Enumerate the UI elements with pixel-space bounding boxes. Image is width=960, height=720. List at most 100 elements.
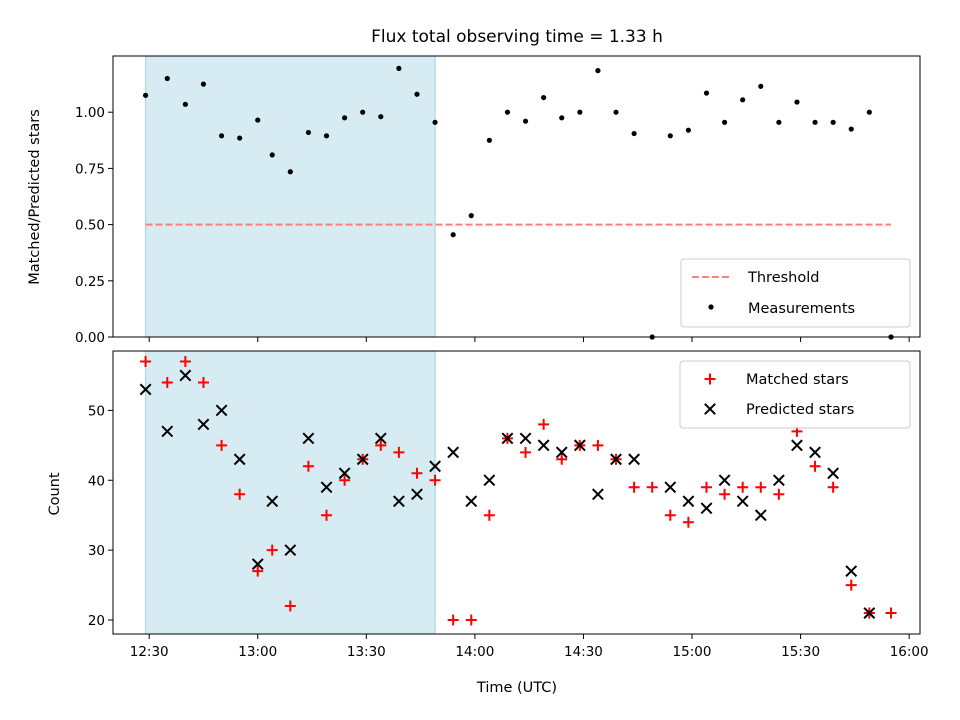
bottom-matched-point <box>755 481 767 493</box>
bottom-matched-point <box>719 488 731 500</box>
bottom-y-tick-label: 30 <box>88 543 105 559</box>
bottom-matched-point <box>592 439 604 451</box>
bottom-predicted-point <box>718 474 731 487</box>
bottom-x-tick-label: 14:00 <box>455 644 494 660</box>
bottom-matched-point <box>773 488 785 500</box>
bottom-predicted-point <box>628 453 641 466</box>
bottom-predicted-point <box>845 565 858 578</box>
bottom-predicted-point <box>700 502 713 515</box>
bottom-y-tick-label: 40 <box>88 473 105 489</box>
top-measurement-point <box>794 99 800 105</box>
legend-measurements-label: Measurements <box>748 301 855 317</box>
top-measurement-point <box>812 119 818 125</box>
bottom-predicted-point <box>772 474 785 487</box>
bottom-x-tick-label: 15:00 <box>673 644 712 660</box>
bottom-predicted-point <box>356 453 369 466</box>
top-measurement-point <box>255 117 261 123</box>
bottom-predicted-point <box>465 495 478 508</box>
bottom-predicted-point <box>736 495 749 508</box>
top-measurement-point <box>504 109 511 115</box>
top-measurement-point <box>776 119 782 125</box>
bottom-predicted-point <box>809 446 821 459</box>
top-measurement-point <box>559 115 565 121</box>
chart-title: Flux total observing time = 1.33 h <box>371 27 663 47</box>
bottom-matched-point <box>234 488 246 500</box>
top-measurement-point <box>287 169 293 175</box>
top-measurement-point <box>468 213 474 219</box>
bottom-matched-point <box>179 355 191 367</box>
bottom-predicted-point <box>519 432 532 445</box>
bottom-predicted-point <box>610 453 622 466</box>
top-measurement-point <box>703 90 710 96</box>
legend-matched-label: Matched stars <box>746 372 849 388</box>
top-y-tick-label: 1.00 <box>75 105 105 121</box>
bottom-predicted-point <box>215 404 228 417</box>
top-measurement-point <box>577 109 583 115</box>
top-measurement-point <box>237 135 243 141</box>
bottom-matched-point <box>483 509 495 521</box>
bottom-matched-point <box>411 467 423 479</box>
top-shaded-region <box>145 56 436 337</box>
top-y-tick-label: 0.75 <box>75 161 105 177</box>
bottom-y-tick-label: 50 <box>88 403 105 419</box>
top-measurement-point <box>182 101 188 107</box>
top-legend-box <box>680 258 911 328</box>
bottom-predicted-point <box>863 607 876 619</box>
top-measurement-point <box>200 81 207 87</box>
bottom-matched-point <box>465 614 477 626</box>
legend-measurements-swatch <box>708 304 714 310</box>
bottom-matched-point <box>393 446 405 458</box>
bottom-matched-point <box>737 481 749 493</box>
bottom-predicted-point <box>197 418 210 431</box>
bottom-matched-point <box>520 446 532 458</box>
bottom-matched-point <box>216 439 228 451</box>
top-measurement-point <box>667 133 673 139</box>
top-y-tick-label: 0.00 <box>75 330 105 346</box>
top-measurement-point <box>360 109 366 115</box>
top-y-tick-label: 0.50 <box>75 218 105 234</box>
top-measurement-point <box>595 68 601 74</box>
top-measurement-point <box>269 152 275 158</box>
bottom-legend-box <box>679 360 911 429</box>
bottom-y-tick-label: 20 <box>88 613 105 629</box>
bottom-predicted-point <box>501 432 514 445</box>
legend-threshold-label: Threshold <box>747 270 819 286</box>
bottom-matched-point <box>321 509 333 521</box>
bottom-predicted-point <box>483 474 496 487</box>
x-axis-label: Time (UTC) <box>476 680 557 696</box>
bottom-predicted-point <box>139 383 152 396</box>
legend-matched-swatch <box>704 373 716 385</box>
bottom-predicted-point <box>338 467 351 480</box>
bottom-matched-point <box>700 481 712 493</box>
bottom-panel: 20 30 40 50 12:30 13:00 13:30 14:00 14:30 15:00 15… <box>88 350 929 660</box>
bottom-predicted-point <box>754 509 767 522</box>
top-measurement-point <box>323 133 330 139</box>
bottom-x-tick-label: 13:30 <box>347 644 386 660</box>
top-measurement-point <box>432 119 438 125</box>
bottom-predicted-point <box>537 439 550 452</box>
top-measurement-point <box>450 232 456 238</box>
top-measurement-point <box>142 92 149 98</box>
top-y-axis-label: Matched/Predicted stars <box>27 109 43 285</box>
bottom-matched-point <box>628 481 640 493</box>
bottom-matched-point <box>809 460 821 472</box>
bottom-axes-frame <box>112 350 921 635</box>
bottom-matched-point <box>845 579 857 591</box>
top-axes-frame <box>112 55 921 338</box>
bottom-predicted-point <box>266 495 279 508</box>
bottom-matched-point <box>266 544 278 556</box>
bottom-matched-point <box>161 376 173 388</box>
bottom-predicted-point <box>791 439 803 452</box>
bottom-matched-point <box>140 355 152 367</box>
top-measurement-point <box>414 91 420 97</box>
bottom-x-tick-label: 16:00 <box>890 644 929 660</box>
bottom-predicted-point <box>251 558 264 571</box>
bottom-predicted-point <box>664 481 677 494</box>
bottom-predicted-point <box>161 425 174 438</box>
bottom-y-axis-label: Count <box>47 472 63 515</box>
top-measurement-point <box>305 129 312 136</box>
bottom-predicted-point <box>555 446 568 459</box>
bottom-x-tick-label: 14:30 <box>564 644 603 660</box>
bottom-predicted-point <box>447 446 460 459</box>
